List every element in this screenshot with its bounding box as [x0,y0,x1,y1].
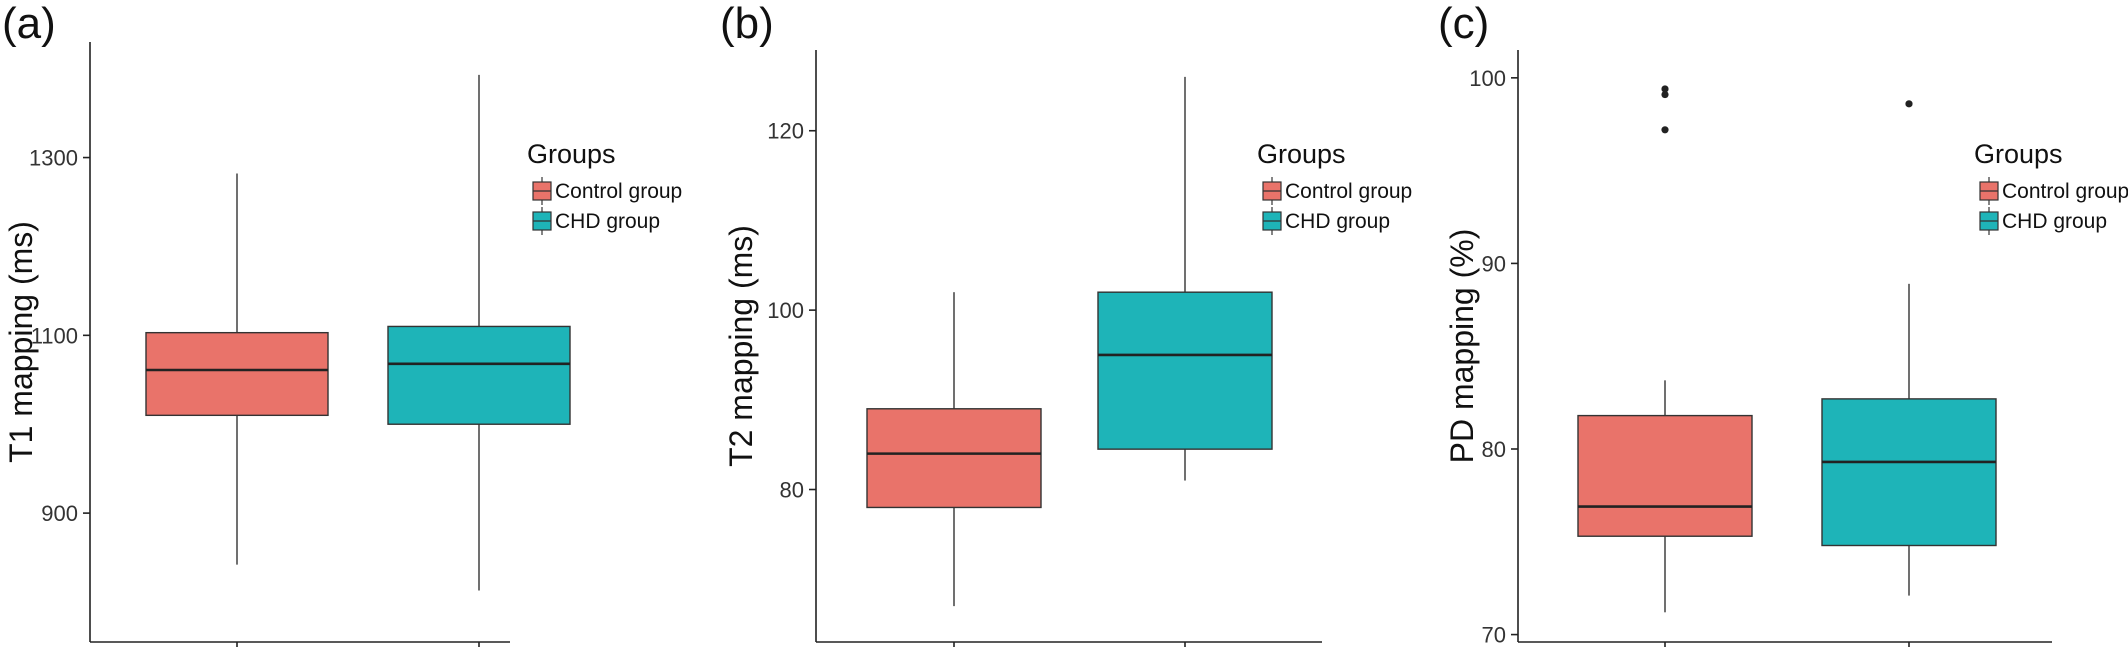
legend-title: Groups [527,139,616,169]
interquartile-box [1097,291,1273,450]
legend-label: Control group [2002,180,2128,203]
y-tick-label: 100 [767,298,804,323]
box-control-group [145,173,329,647]
panel-b: (b) T2 mapping (ms) 80 100 120 Groups Control … [720,0,1412,647]
y-tick-label: 900 [41,501,78,526]
interquartile-box [1821,398,1997,547]
y-axis-title: T2 mapping (ms) [723,225,759,467]
legend-title: Groups [1974,139,2063,169]
outlier-point [1905,100,1913,108]
outlier-point [1661,85,1669,93]
panel-a: (a) T1 mapping (ms) 900 1100 1300 Groups Contr… [2,0,682,647]
interquartile-box [866,408,1042,509]
box-chd-group [1097,76,1273,647]
panel-label: (b) [720,0,774,48]
y-tick-label: 120 [767,119,804,144]
y-tick-label: 100 [1469,66,1506,91]
panel-c: (c) PD mapping (%) 70 80 90 100 Groups Control … [1438,0,2128,647]
legend: Groups Control group CHD group [1257,139,1412,235]
y-tick-label: 80 [780,478,804,503]
y-tick-label: 90 [1482,251,1506,276]
legend-label: CHD group [1285,210,1390,233]
panel-label: (a) [2,0,56,48]
y-tick-label: 1100 [31,323,78,348]
legend-label: CHD group [555,210,660,233]
interquartile-box [1577,414,1753,537]
y-tick-label: 70 [1482,623,1506,647]
legend: Groups Control group CHD group [1974,139,2128,235]
box-control-group [866,292,1042,647]
outlier-point [1661,126,1669,134]
interquartile-box [145,331,329,417]
legend-label: Control group [1285,180,1412,203]
legend-label: Control group [555,180,682,203]
box-chd-group [387,74,571,647]
legend-label: CHD group [2002,210,2107,233]
y-tick-label: 80 [1482,437,1506,462]
box-chd-group [1821,100,1997,647]
interquartile-box [387,325,571,425]
panel-label: (c) [1438,0,1489,48]
outlier-point [1661,90,1669,99]
legend-title: Groups [1257,139,1346,169]
y-axis-title: T1 mapping (ms) [3,221,39,463]
legend: Groups Control group CHD group [527,139,682,235]
box-control-group [1577,85,1753,647]
y-axis-title: PD mapping (%) [1444,229,1480,464]
y-tick-label: 1300 [29,146,78,171]
